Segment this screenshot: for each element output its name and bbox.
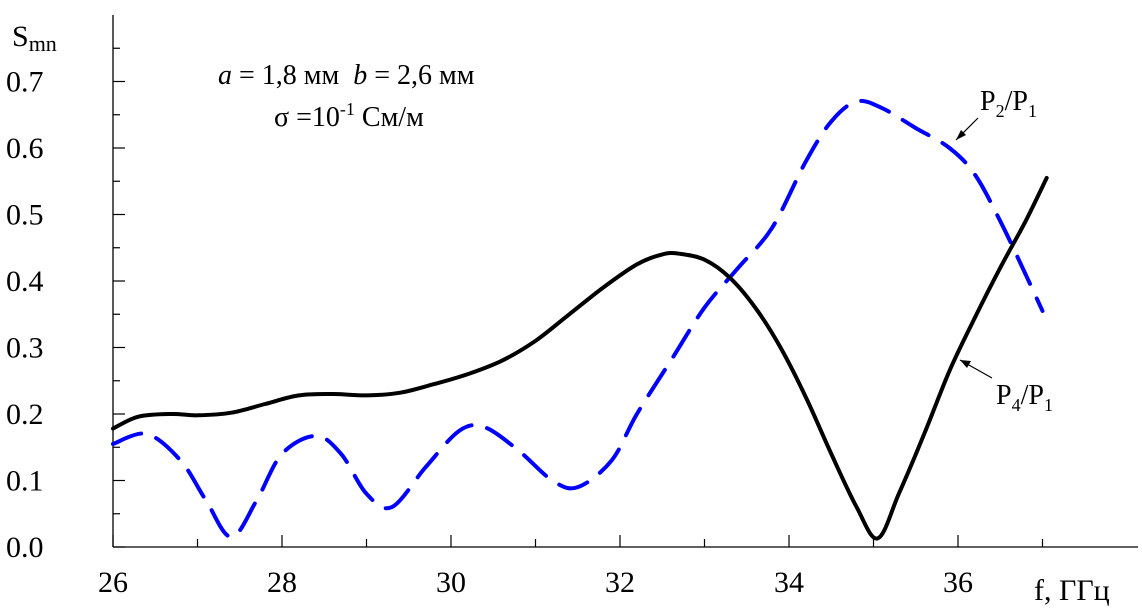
series-line-p4-p1 <box>111 175 1049 541</box>
sigma-base: σ =10 <box>274 102 340 133</box>
series-label-p4-text: P4/P1 <box>996 380 1053 415</box>
p4-label-sub2: 1 <box>1044 395 1053 415</box>
y-tick-label: 0.7 <box>6 66 44 99</box>
x-axis-label: f, ГГц <box>1034 574 1110 607</box>
sigma-unit: См/м <box>355 102 424 133</box>
param-b-symbol: b <box>353 60 367 91</box>
series-label-p4: P4/P1 <box>959 359 1053 415</box>
y-tick-label: 0.0 <box>6 531 44 564</box>
x-tick-label: 28 <box>267 566 297 599</box>
series-lines <box>111 98 1049 541</box>
x-tick-label: 36 <box>943 566 973 599</box>
y-axis-label-main: S <box>12 20 29 53</box>
y-axis-label-sub: mn <box>29 31 57 56</box>
y-axis-label: Smn <box>12 20 57 56</box>
y-tick-label: 0.3 <box>6 332 44 365</box>
x-tick-label: 34 <box>774 566 804 599</box>
ticks <box>112 47 1044 548</box>
y-tick-label: 0.6 <box>6 132 44 165</box>
p2-arrow-head <box>956 130 966 140</box>
param-b-value: = 2,6 мм <box>367 60 475 91</box>
p4-label-main: P <box>996 380 1012 411</box>
params-line-2: σ =10-1 См/м <box>274 99 424 133</box>
y-tick-label: 0.4 <box>6 265 44 298</box>
x-tick-label: 30 <box>436 566 466 599</box>
p4-label-sub1: 4 <box>1012 395 1021 415</box>
p2-label-mid: /P <box>1005 86 1028 117</box>
params-line-1: a = 1,8 мм b = 2,6 мм <box>218 60 475 91</box>
y-tick-label: 0.1 <box>6 465 44 498</box>
sigma-exponent: -1 <box>340 99 355 119</box>
p2-label-sub1: 2 <box>996 101 1005 121</box>
x-tick-label: 32 <box>605 566 635 599</box>
param-a-symbol: a <box>218 60 232 91</box>
series-line-p2-p1 <box>111 98 1045 539</box>
p4-arrow-head <box>960 360 971 368</box>
param-a-value: = 1,8 мм <box>232 60 353 91</box>
series-label-p2: P2/P1 <box>955 86 1037 141</box>
x-tick-label: 26 <box>98 566 128 599</box>
p4-label-mid: /P <box>1021 380 1044 411</box>
p2-label-main: P <box>980 86 996 117</box>
y-tick-label: 0.2 <box>6 398 44 431</box>
tick-labels: 0.0 0.1 0.2 0.3 0.4 0.5 0.6 0.7 26 28 30 32 34 36 <box>6 66 973 600</box>
series-label-p2-text: P2/P1 <box>980 86 1037 121</box>
y-tick-label: 0.5 <box>6 199 44 232</box>
p2-label-sub2: 1 <box>1028 101 1037 121</box>
